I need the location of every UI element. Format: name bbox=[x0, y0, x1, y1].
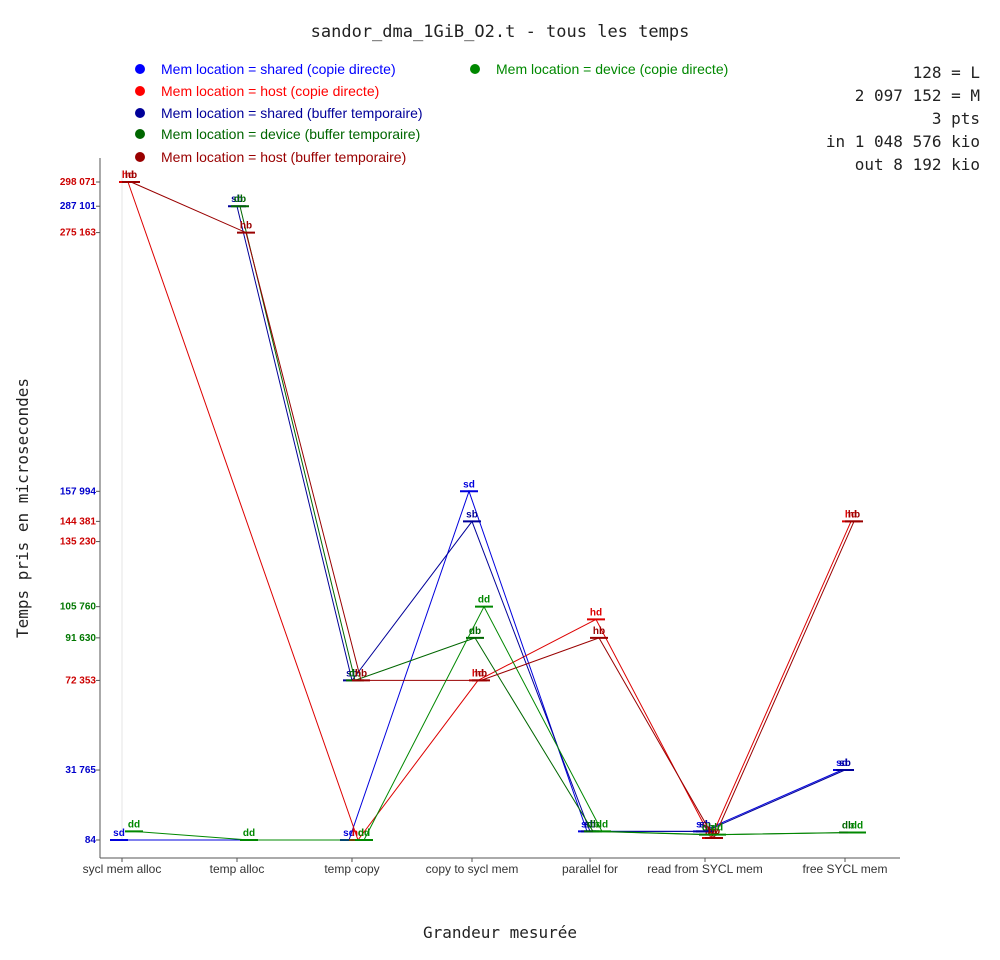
x-tick-label: sycl mem alloc bbox=[83, 862, 162, 876]
info-line: 3 pts bbox=[932, 109, 980, 128]
legend-label: Mem location = shared (copie directe) bbox=[161, 61, 396, 77]
data-label-sd: sd bbox=[343, 828, 355, 839]
data-label-hb: hb bbox=[708, 826, 720, 837]
x-tick-label: temp alloc bbox=[210, 862, 265, 876]
data-label-dd: dd bbox=[851, 820, 863, 831]
y-tick-label: 275 163 bbox=[60, 228, 97, 239]
data-label-hb: hb bbox=[125, 170, 137, 181]
y-tick-label: 135 230 bbox=[60, 537, 97, 548]
y-tick-label: 91 630 bbox=[65, 633, 96, 644]
data-label-db: db bbox=[349, 668, 361, 679]
data-label-hd: hd bbox=[472, 668, 484, 679]
legend-label: Mem location = device (copie directe) bbox=[496, 61, 728, 77]
y-tick-label: 157 994 bbox=[60, 486, 97, 497]
y-axis-title: Temps pris en microsecondes bbox=[13, 378, 32, 638]
data-label-dd: dd bbox=[596, 819, 608, 830]
data-label-sb: sb bbox=[584, 819, 596, 830]
data-label-hd: hd bbox=[122, 170, 134, 181]
y-tick-label: 84 bbox=[85, 835, 97, 846]
x-tick-label: copy to sycl mem bbox=[426, 862, 519, 876]
data-label-db: db bbox=[469, 626, 481, 637]
data-label-hb: hb bbox=[848, 509, 860, 520]
legend-label: Mem location = host (buffer temporaire) bbox=[161, 149, 406, 165]
info-line: 2 097 152 = M bbox=[855, 86, 980, 105]
data-label-hb: hb bbox=[475, 668, 487, 679]
data-label-sd: sd bbox=[836, 758, 848, 769]
x-tick-label: read from SYCL mem bbox=[647, 862, 763, 876]
data-label-hb: hb bbox=[593, 626, 605, 637]
data-label-sb: sb bbox=[466, 509, 478, 520]
legend-label: Mem location = shared (buffer temporaire… bbox=[161, 105, 423, 121]
data-label-dd: dd bbox=[358, 828, 370, 839]
legend-label: Mem location = device (buffer temporaire… bbox=[161, 126, 420, 142]
chart-title: sandor_dma_1GiB_O2.t - tous les temps bbox=[311, 22, 690, 42]
x-tick-label: parallel for bbox=[562, 862, 618, 876]
series-line-hb bbox=[130, 181, 855, 840]
info-box: 128 = L 2 097 152 = M 3 pts in 1 048 576 ki… bbox=[826, 63, 980, 174]
legend-marker bbox=[135, 108, 145, 118]
x-axis-title: Grandeur mesurée bbox=[423, 923, 577, 942]
data-label-dd: dd bbox=[711, 823, 723, 834]
y-tick-label: 287 101 bbox=[60, 201, 97, 212]
y-tick-label: 298 071 bbox=[60, 177, 97, 188]
data-label-db: db bbox=[234, 194, 246, 205]
series-line-hd bbox=[127, 181, 852, 842]
info-line: out 8 192 kio bbox=[855, 155, 980, 174]
data-label-sb: sb bbox=[231, 194, 243, 205]
info-line: in 1 048 576 kio bbox=[826, 132, 980, 151]
info-line: 128 = L bbox=[913, 63, 980, 82]
legend-marker bbox=[135, 86, 145, 96]
data-label-sd: sd bbox=[113, 828, 125, 839]
data-label-db: db bbox=[587, 819, 599, 830]
data-label-hd: hd bbox=[352, 828, 364, 839]
x-tick-label: free SYCL mem bbox=[803, 862, 888, 876]
data-label-hd: hd bbox=[845, 509, 857, 520]
axes: 298 071 287 101 275 163 157 994 144 381 135 2… bbox=[60, 158, 900, 876]
data-label-dd: dd bbox=[478, 595, 490, 606]
data-label-sb: sb bbox=[346, 668, 358, 679]
legend-marker bbox=[135, 64, 145, 74]
y-tick-label: 72 353 bbox=[65, 675, 96, 686]
data-label-hd: hd bbox=[590, 607, 602, 618]
data-label-hb: hb bbox=[240, 221, 252, 232]
data-label-dd: dd bbox=[128, 819, 140, 830]
legend-marker bbox=[470, 64, 480, 74]
data-label-sd: sd bbox=[463, 479, 475, 490]
series-line-sb bbox=[236, 206, 846, 832]
series-line-dd bbox=[133, 605, 858, 841]
data-label-db: db bbox=[842, 820, 854, 831]
data-label-sb: sb bbox=[839, 758, 851, 769]
data-label-dd: dd bbox=[243, 828, 255, 839]
legend-label: Mem location = host (copie directe) bbox=[161, 83, 379, 99]
data-label-sd: sd bbox=[696, 819, 708, 830]
y-tick-label: 31 765 bbox=[65, 765, 96, 776]
legend-marker bbox=[135, 152, 145, 162]
x-tick-label: temp copy bbox=[324, 862, 379, 876]
y-tick-label: 144 381 bbox=[60, 516, 97, 527]
data-label-sb: sb bbox=[699, 819, 711, 830]
legend-marker bbox=[135, 129, 145, 139]
data-label-hb: hb bbox=[355, 668, 367, 679]
legend: Mem location = shared (copie directe) Mem… bbox=[135, 61, 728, 165]
y-tick-label: 105 760 bbox=[60, 602, 97, 613]
